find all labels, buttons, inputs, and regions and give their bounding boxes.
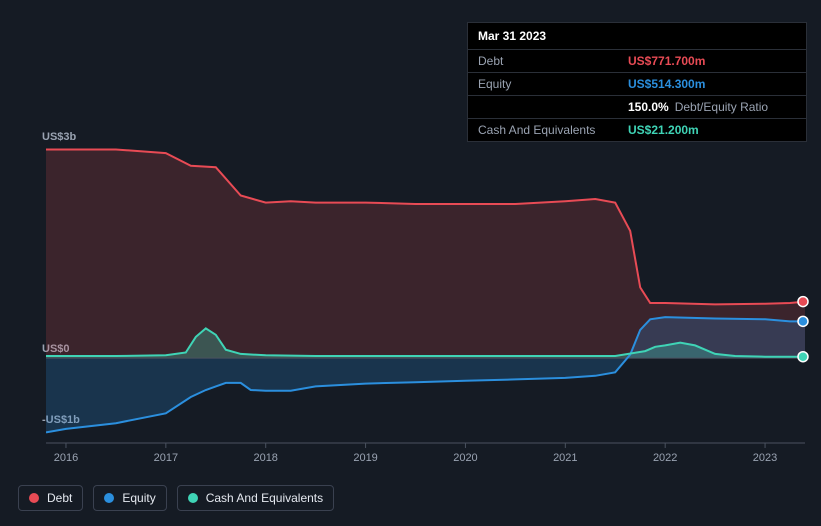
end-marker-equity (798, 316, 808, 326)
tooltip-row: 150.0% Debt/Equity Ratio (468, 96, 806, 119)
x-axis-tick: 2022 (653, 452, 677, 464)
legend-item[interactable]: Debt (18, 485, 83, 511)
tooltip-row-value: 150.0% (628, 100, 669, 114)
legend-item[interactable]: Equity (93, 485, 166, 511)
legend-label: Cash And Equivalents (206, 491, 323, 505)
legend-label: Equity (122, 491, 155, 505)
x-axis-tick: 2017 (154, 452, 178, 464)
chart-legend: Debt Equity Cash And Equivalents (18, 485, 334, 511)
tooltip-row-suffix: Debt/Equity Ratio (675, 100, 768, 114)
chart-tooltip: Mar 31 2023DebtUS$771.700mEquityUS$514.3… (467, 22, 807, 142)
end-marker-cash (798, 352, 808, 362)
x-axis-tick: 2016 (54, 452, 78, 464)
tooltip-row-label: Cash And Equivalents (478, 123, 628, 137)
tooltip-row-label: Equity (478, 77, 628, 91)
x-axis-tick: 2018 (253, 452, 277, 464)
tooltip-row-label: Debt (478, 54, 628, 68)
tooltip-row-value: US$771.700m (628, 54, 705, 68)
x-axis-tick: 2019 (353, 452, 377, 464)
x-axis-tick: 2020 (453, 452, 477, 464)
legend-item[interactable]: Cash And Equivalents (177, 485, 334, 511)
tooltip-row: Cash And EquivalentsUS$21.200m (468, 119, 806, 141)
tooltip-row-value: US$514.300m (628, 77, 705, 91)
tooltip-row: DebtUS$771.700m (468, 50, 806, 73)
end-marker-debt (798, 297, 808, 307)
legend-dot-icon (29, 493, 39, 503)
tooltip-row-label (478, 100, 628, 114)
legend-label: Debt (47, 491, 72, 505)
tooltip-row-value: US$21.200m (628, 123, 699, 137)
x-axis-tick: 2023 (753, 452, 777, 464)
legend-dot-icon (104, 493, 114, 503)
legend-dot-icon (188, 493, 198, 503)
x-axis-tick: 2021 (553, 452, 577, 464)
y-axis-tick: US$3b (42, 131, 77, 143)
tooltip-row: EquityUS$514.300m (468, 73, 806, 96)
tooltip-date: Mar 31 2023 (468, 23, 806, 50)
